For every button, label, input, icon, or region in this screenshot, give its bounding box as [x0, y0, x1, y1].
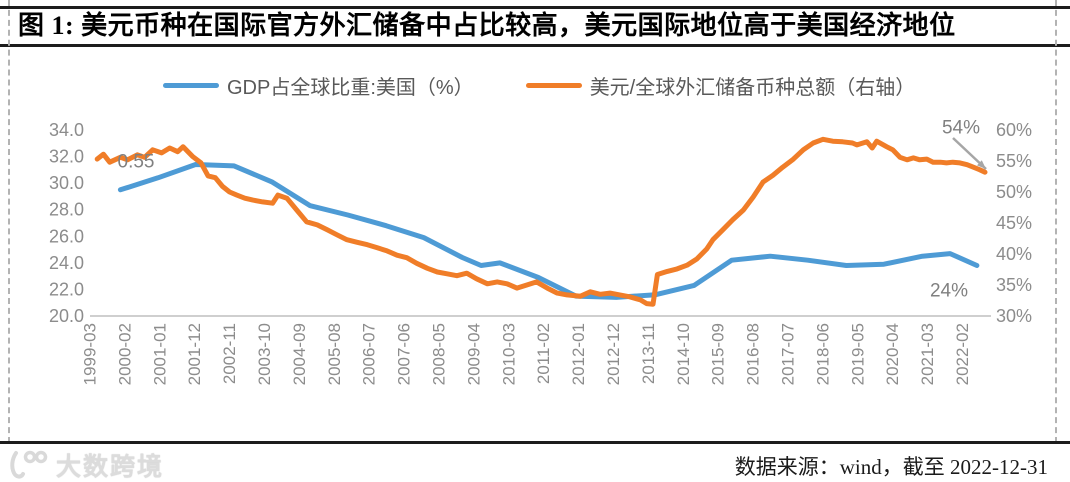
figure-title: 图 1: 美元币种在国际官方外汇储备中占比较高，美元国际地位高于美国经济地位 [18, 11, 956, 40]
watermark-text: 大数跨境 [56, 453, 165, 481]
left-axis-tick-label: 24.0 [49, 253, 84, 273]
x-axis-tick-label: 2002-11 [220, 323, 239, 384]
left-axis-tick-label: 26.0 [49, 226, 84, 246]
x-axis-tick-label: 2019-05 [848, 323, 867, 385]
watermark-logo-icon [10, 450, 48, 479]
right-axis-tick-label: 35% [996, 275, 1032, 295]
x-axis-tick-label: 2015-09 [709, 323, 728, 385]
top-rule [0, 6, 1070, 9]
usd-reserves-line-swatch [525, 82, 582, 88]
right-axis-tick-label: 40% [996, 244, 1032, 264]
left-axis-tick-label: 22.0 [49, 279, 84, 299]
x-axis-tick-label: 2020-04 [883, 323, 902, 385]
x-axis-tick-label: 2000-02 [115, 323, 134, 385]
right-axis-tick-label: 60% [996, 120, 1032, 140]
watermark: 大数跨境 [6, 447, 164, 482]
left-axis-tick-label: 20.0 [49, 306, 84, 326]
data-source-note: 数据来源：wind，截至 2022-12-31 [734, 455, 1048, 479]
left-axis-tick-label: 28.0 [49, 200, 84, 220]
left-axis-tick-label: 32.0 [49, 147, 84, 167]
x-axis-tick-label: 2017-07 [779, 323, 798, 385]
x-axis-tick-label: 2022-02 [953, 323, 972, 385]
usd-reserve-share-line [94, 136, 988, 307]
right-dashed-border [1055, 0, 1057, 443]
annotation-54pct: 54% [942, 118, 980, 139]
x-axis-tick-label: 2011-02 [534, 323, 553, 384]
right-axis-tick-label: 50% [996, 182, 1032, 202]
right-axis-tick-label: 45% [996, 213, 1032, 233]
x-axis-tick-label: 2021-03 [918, 323, 937, 385]
x-axis-tick-label: 2014-10 [674, 323, 693, 385]
left-axis-tick-label: 30.0 [49, 173, 84, 193]
legend-item-gdp: GDP占全球比重:美国（%） [163, 71, 474, 100]
gdp-share-line [117, 162, 980, 300]
annotation-24pct: 24% [930, 281, 968, 302]
x-axis-tick-label: 2018-06 [813, 323, 832, 385]
annotation-0.55: 0.55 [118, 152, 155, 173]
x-axis-tick-label: 2003-10 [255, 323, 274, 385]
gdp-line-swatch [163, 82, 219, 88]
left-axis-tick-label: 34.0 [49, 120, 84, 140]
x-axis-tick-label: 2007-06 [395, 323, 414, 385]
chart-legend: GDP占全球比重:美国（%） 美元/全球外汇储备币种总额（右轴） [163, 71, 916, 100]
legend-label-gdp: GDP占全球比重:美国（%） [227, 76, 474, 99]
annotation-arrow-head [977, 160, 986, 169]
x-axis-tick-label: 2012-01 [569, 323, 588, 385]
x-axis-tick-label: 2010-03 [499, 323, 518, 385]
x-axis-tick-label: 2005-08 [325, 323, 344, 385]
title-divider-rule [0, 44, 1070, 47]
x-axis-tick-label: 2013-11 [639, 323, 658, 384]
right-axis-tick-label: 30% [996, 306, 1032, 326]
x-axis-tick-label: 2012-12 [604, 323, 623, 385]
x-axis-tick-label: 2001-01 [150, 323, 169, 385]
bottom-rule [0, 441, 1070, 444]
x-axis-tick-label: 2001-12 [185, 323, 204, 385]
x-axis-tick-label: 2016-08 [744, 323, 763, 385]
x-axis-tick-label: 2008-05 [430, 323, 449, 385]
right-axis-tick-label: 55% [996, 151, 1032, 171]
x-axis-tick-label: 2004-09 [290, 323, 309, 385]
left-dashed-border [8, 0, 10, 443]
x-axis-tick-label: 2006-07 [360, 323, 379, 385]
x-axis-tick-label: 1999-03 [81, 323, 100, 385]
x-axis-tick-label: 2009-04 [464, 323, 483, 385]
legend-label-usd-reserves: 美元/全球外汇储备币种总额（右轴） [589, 76, 916, 99]
legend-item-usd-reserves: 美元/全球外汇储备币种总额（右轴） [525, 71, 916, 100]
